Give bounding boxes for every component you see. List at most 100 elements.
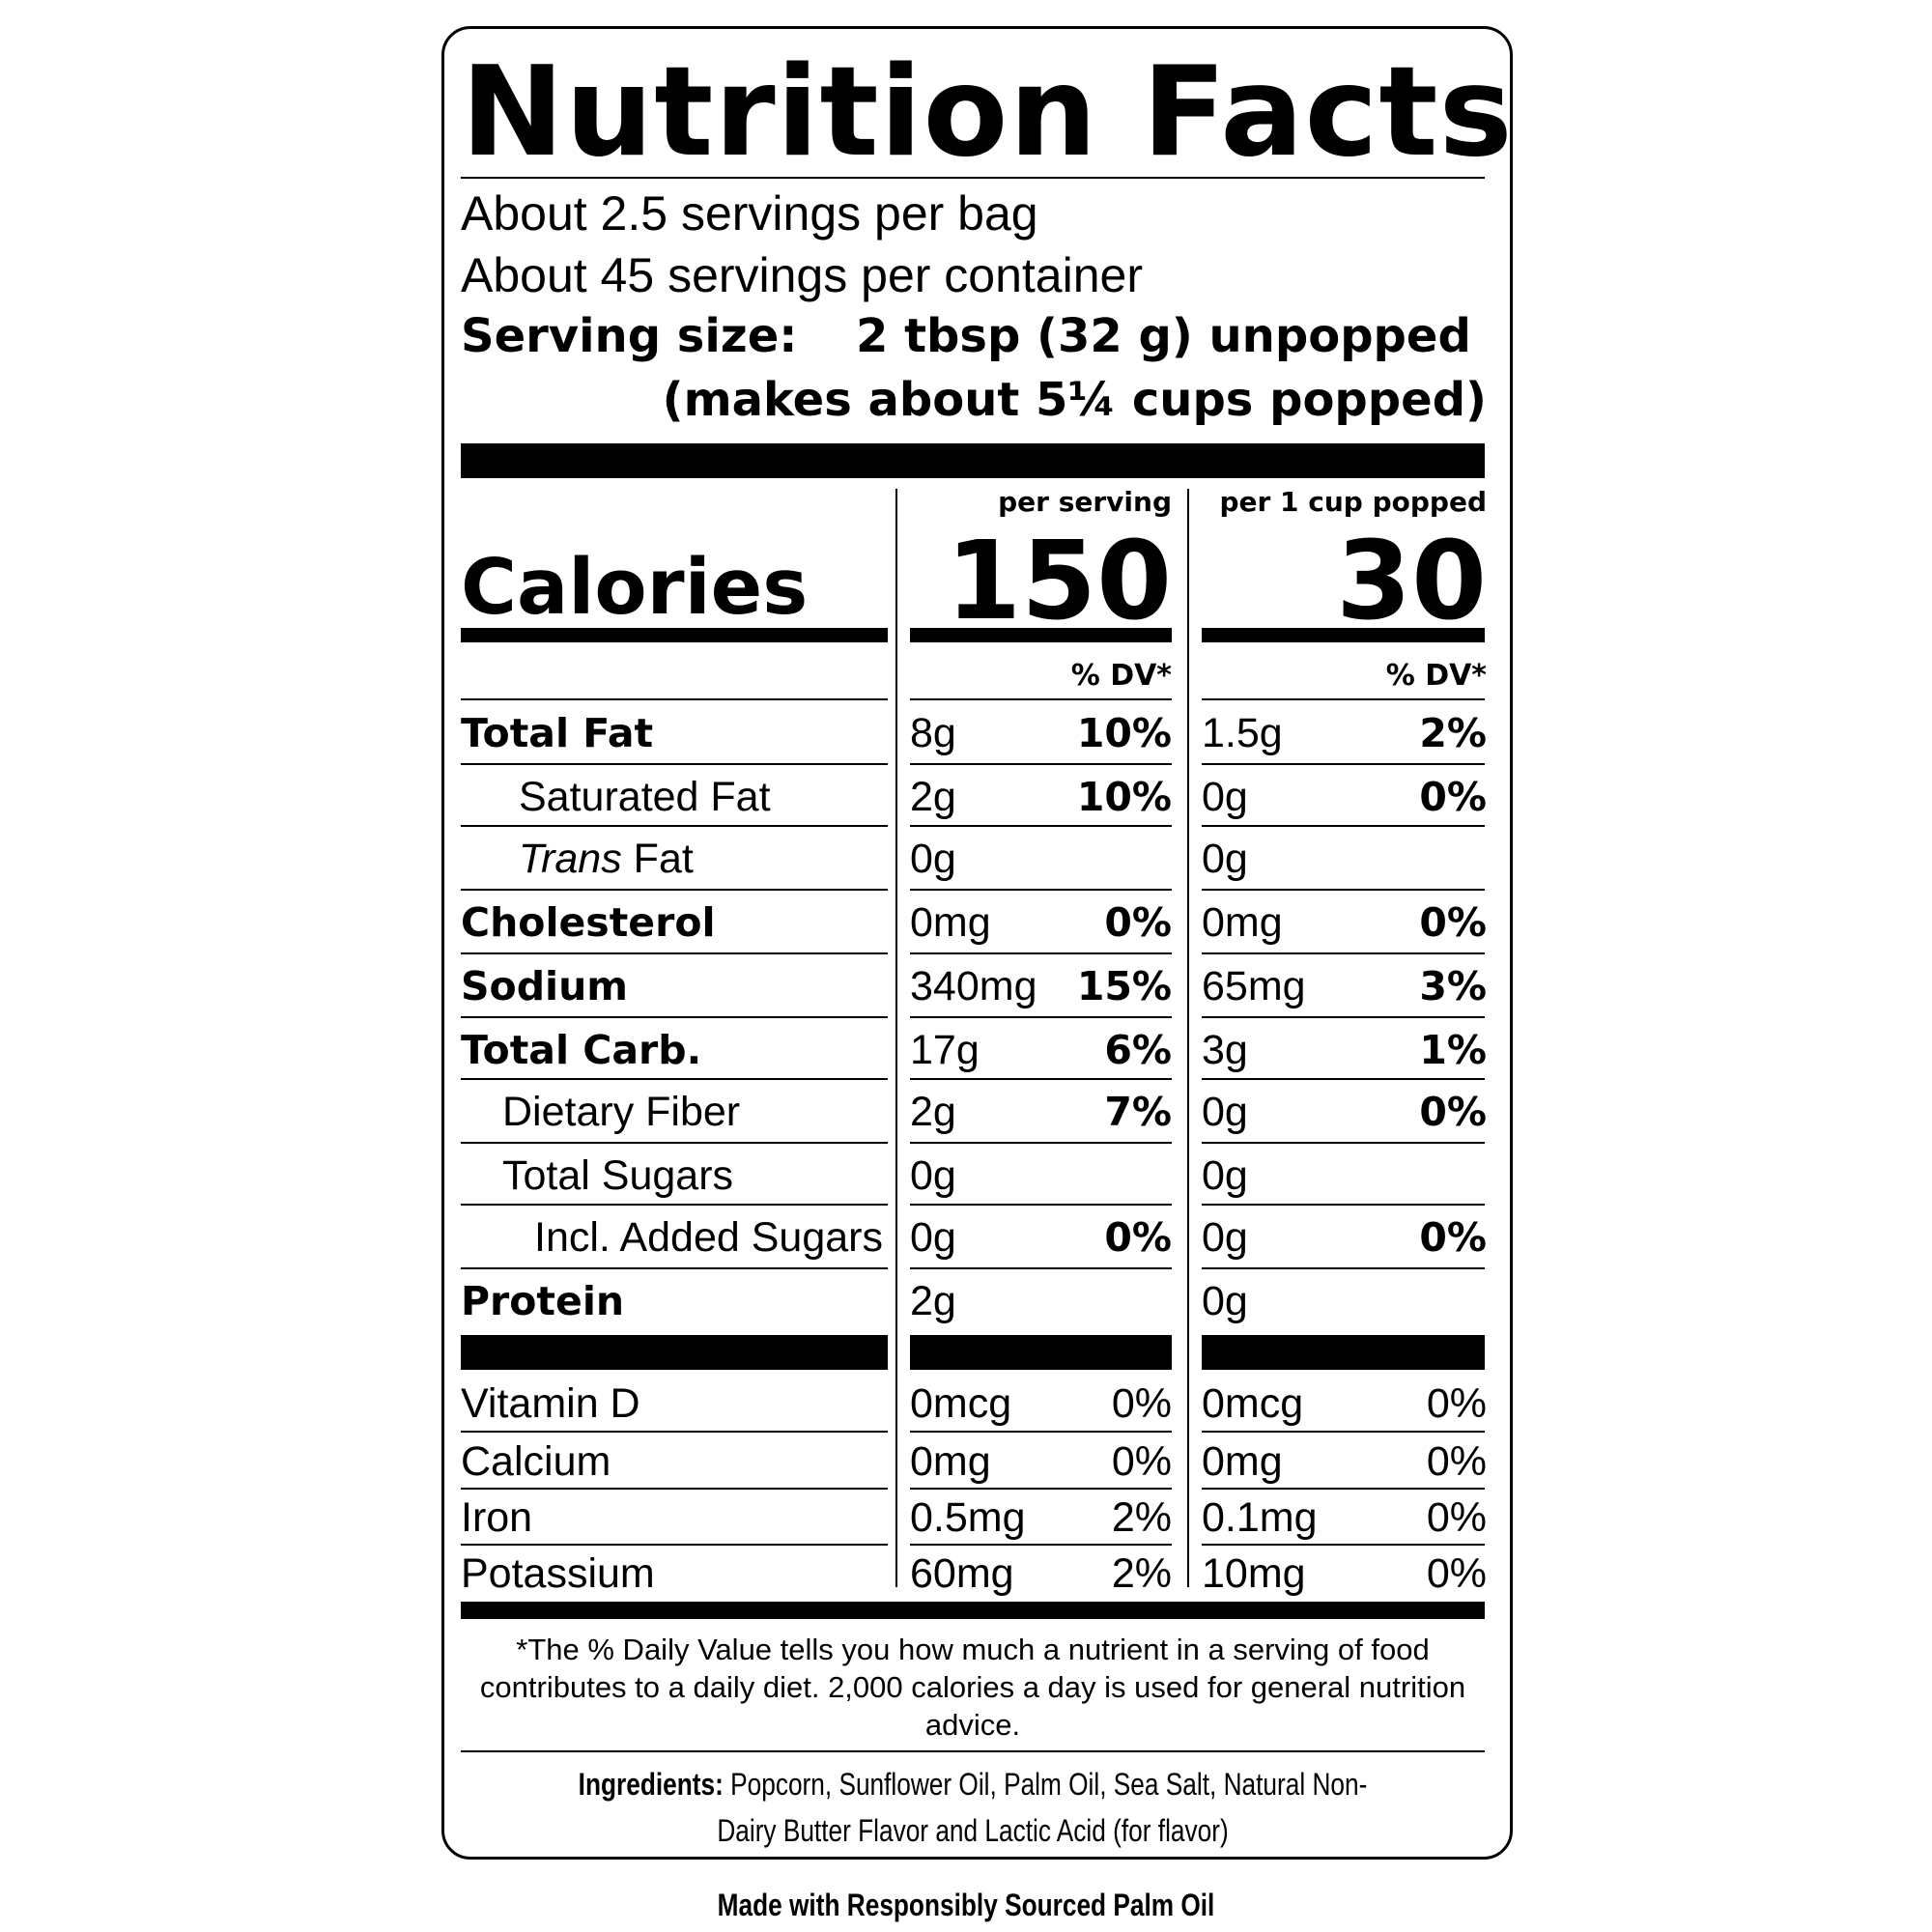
vitamin-label: Calcium	[461, 1438, 611, 1485]
dv-per-serving: 2%	[1111, 1494, 1172, 1541]
vitamin-label: Iron	[461, 1494, 533, 1541]
divider	[461, 763, 888, 765]
dv-per-serving: 0%	[1111, 1438, 1172, 1485]
amount-per-serving: 0mcg	[910, 1380, 1012, 1427]
divider	[461, 1204, 888, 1206]
amount-per-cup: 0g	[1202, 1089, 1248, 1135]
amount-per-cup: 0mg	[1202, 899, 1283, 946]
thick-divider	[1202, 1335, 1485, 1370]
nutrient-label: Saturated Fat	[519, 774, 771, 820]
ingredients: Ingredients: Popcorn, Sunflower Oil, Pal…	[553, 1761, 1392, 1854]
vitamin-row-vitamin-d: Vitamin D 0mcg 0% 0mcg 0%	[0, 1376, 1932, 1432]
dv-per-serving: 0%	[1104, 1214, 1172, 1261]
amount-per-cup: 3g	[1202, 1027, 1248, 1073]
nutrient-label: Sodium	[461, 963, 629, 1009]
dv-per-serving: 10%	[1076, 774, 1172, 820]
dv-per-serving: 10%	[1076, 710, 1172, 756]
dv-per-cup: 0%	[1426, 1438, 1487, 1485]
amount-per-cup: 0mg	[1202, 1438, 1283, 1485]
dv-per-serving: 0%	[1104, 899, 1172, 946]
amount-per-cup: 0.1mg	[1202, 1494, 1318, 1541]
divider	[461, 1016, 888, 1018]
divider	[910, 1544, 1172, 1546]
calories-per-serving: 150	[946, 519, 1172, 644]
amount-per-cup: 0g	[1202, 836, 1248, 882]
amount-per-serving: 0g	[910, 836, 956, 882]
divider	[461, 1488, 888, 1490]
amount-per-serving: 0g	[910, 1214, 956, 1261]
nutrient-row-cholesterol: Cholesterol 0mg 0% 0mg 0%	[0, 891, 1932, 954]
dv-per-cup: 3%	[1419, 963, 1487, 1009]
amount-per-serving: 2g	[910, 774, 956, 820]
dv-per-serving: 0%	[1111, 1380, 1172, 1427]
divider	[1202, 825, 1485, 827]
nutrient-row-added-sugars: Incl. Added Sugars 0g 0% 0g 0%	[0, 1206, 1932, 1269]
calories-per-cup: 30	[1336, 519, 1487, 644]
divider	[1202, 1142, 1485, 1144]
calories-label: Calories	[461, 543, 809, 632]
divider	[1202, 698, 1485, 700]
divider	[1202, 763, 1485, 765]
amount-per-cup: 0g	[1202, 1278, 1248, 1324]
dv-per-cup: 0%	[1419, 1214, 1487, 1261]
amount-per-serving: 0g	[910, 1152, 956, 1199]
amount-per-serving: 0.5mg	[910, 1494, 1026, 1541]
amount-per-cup: 10mg	[1202, 1550, 1306, 1597]
dv-per-cup: 1%	[1419, 1027, 1487, 1073]
ingredients-text: Popcorn, Sunflower Oil, Palm Oil, Sea Sa…	[717, 1767, 1368, 1848]
dv-header-per-serving: % DV*	[1070, 659, 1172, 693]
ingredients-label: Ingredients:	[578, 1767, 724, 1802]
column-header-per-cup: per 1 cup popped	[1219, 486, 1487, 518]
divider	[461, 1544, 888, 1546]
divider	[910, 889, 1172, 891]
servings-per-container: About 45 servings per container	[461, 248, 1143, 302]
amount-per-cup: 0g	[1202, 1214, 1248, 1261]
dv-per-cup: 2%	[1419, 710, 1487, 756]
dv-per-cup: 0%	[1419, 1089, 1487, 1135]
serving-size-label: Serving size:	[461, 309, 798, 363]
calories-rule	[910, 628, 1172, 642]
nutrient-row-saturated-fat: Saturated Fat 2g 10% 0g 0%	[0, 765, 1932, 829]
divider	[1202, 1431, 1485, 1433]
divider	[910, 952, 1172, 954]
nutrient-label: Dietary Fiber	[502, 1089, 741, 1135]
amount-per-serving: 8g	[910, 710, 956, 756]
divider	[461, 177, 1485, 179]
amount-per-serving: 17g	[910, 1027, 980, 1073]
divider	[1202, 1488, 1485, 1490]
dv-header-per-cup: % DV*	[1385, 659, 1487, 693]
divider	[1202, 1267, 1485, 1269]
divider	[461, 1142, 888, 1144]
divider	[910, 1204, 1172, 1206]
divider	[461, 1431, 888, 1433]
nutrient-row-protein: Protein 2g 0g	[0, 1269, 1932, 1333]
vitamin-row-calcium: Calcium 0mg 0% 0mg 0%	[0, 1434, 1932, 1490]
nutrient-label: Protein	[461, 1278, 625, 1324]
nutrient-row-total-sugars: Total Sugars 0g 0g	[0, 1144, 1932, 1208]
serving-size: Serving size: 2 tbsp (32 g) unpopped	[461, 306, 1471, 366]
divider	[1202, 1204, 1485, 1206]
trans-italic: Trans	[519, 836, 622, 882]
divider	[1202, 1078, 1485, 1080]
divider	[910, 1267, 1172, 1269]
nutrient-row-trans-fat: Trans Fat 0g 0g	[0, 827, 1932, 891]
nutrient-row-dietary-fiber: Dietary Fiber 2g 7% 0g 0%	[0, 1080, 1932, 1144]
divider	[461, 825, 888, 827]
label-title: Nutrition Facts	[461, 41, 1514, 185]
amount-per-cup: 0g	[1202, 774, 1248, 820]
amount-per-serving: 340mg	[910, 963, 1037, 1009]
serving-size-note: (makes about 5¼ cups popped)	[662, 373, 1487, 427]
column-header-per-serving: per serving	[998, 486, 1172, 518]
nutrient-row-total-carb: Total Carb. 17g 6% 3g 1%	[0, 1018, 1932, 1082]
vitamin-label: Vitamin D	[461, 1380, 640, 1427]
dv-per-cup: 0%	[1426, 1494, 1487, 1541]
nutrient-label: Cholesterol	[461, 899, 716, 946]
amount-per-cup: 0mcg	[1202, 1380, 1304, 1427]
thick-divider	[910, 1335, 1172, 1370]
thick-divider	[461, 443, 1485, 478]
nutrient-label: Total Sugars	[502, 1152, 734, 1199]
amount-per-cup: 65mg	[1202, 963, 1306, 1009]
divider	[1202, 889, 1485, 891]
dv-per-cup: 0%	[1419, 774, 1487, 820]
nutrient-label: Total Carb.	[461, 1027, 702, 1073]
